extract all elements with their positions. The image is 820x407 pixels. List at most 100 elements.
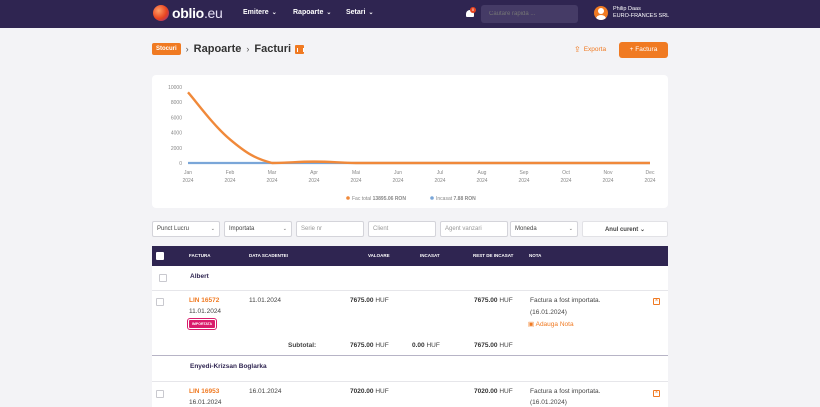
x-tick-label: Apr — [310, 170, 318, 176]
x-tick-label: Dec — [646, 170, 655, 176]
note-date: (16.01.2024) — [530, 309, 567, 316]
x-tick-label: Aug — [478, 170, 487, 176]
menu-rapoarte[interactable]: Rapoarte ⌄ — [293, 9, 332, 16]
invoice-number[interactable]: LIN 16953 — [189, 388, 220, 395]
invoice-date: 11.01.2024 — [189, 308, 222, 315]
row-checkbox[interactable] — [156, 298, 164, 306]
filters-bar: Punct Lucru ⌄ Importata ⌄ Serie nr Client … — [152, 221, 668, 237]
subtotal-value: 7675.00 HUF — [350, 342, 389, 349]
x-tick-label: 2024 — [518, 178, 529, 184]
y-tick-label: 0 — [179, 161, 182, 167]
rest-cell: 7675.00 HUF — [474, 297, 513, 304]
subtotal-rest: 7675.00 HUF — [474, 342, 513, 349]
chart-card: 0 2000 4000 6000 8000 10000 Jan 2024 Feb 2024 Mar… — [152, 75, 668, 208]
note-icon: ▣ — [528, 321, 535, 328]
x-tick-label: 2024 — [182, 178, 193, 184]
table-body: Albert LIN 16572 11.01.2024 IMPORTATA 11… — [152, 266, 668, 407]
chevron-right-icon: › — [246, 44, 250, 54]
agent-input[interactable]: Agent vanzari — [440, 221, 508, 237]
due-date: 16.01.2024 — [249, 388, 282, 395]
x-tick-label: 2024 — [602, 178, 613, 184]
user-company: EURO-FRANCES SRL — [613, 13, 670, 19]
col-data-scadentei[interactable]: DATA SCADENTEI — [249, 253, 288, 258]
chevron-down-icon: ⌄ — [326, 10, 332, 16]
legend-marker — [346, 196, 350, 200]
group-checkbox[interactable] — [159, 274, 167, 282]
export-button[interactable]: ⇪ Exporta — [574, 45, 607, 54]
note-date: (16.01.2024) — [530, 399, 567, 406]
col-nota[interactable]: NOTA — [529, 253, 542, 258]
status-badge: IMPORTATA — [187, 318, 218, 330]
x-tick-label: Nov — [604, 170, 613, 176]
x-tick-label: 2024 — [644, 178, 655, 184]
delete-icon[interactable]: × — [653, 390, 660, 397]
search-input[interactable] — [481, 5, 578, 23]
notification-bell-icon[interactable]: 0 — [465, 7, 476, 19]
value-cell: 7675.00 HUF — [350, 297, 389, 304]
stocuri-tag[interactable]: Stocuri — [152, 43, 181, 55]
notification-badge: 0 — [470, 7, 476, 13]
x-tick-label: 2024 — [308, 178, 319, 184]
chevron-down-icon: ⌄ — [568, 226, 573, 232]
serie-input[interactable]: Serie nr — [296, 221, 364, 237]
invoice-number[interactable]: LIN 16572 — [189, 297, 220, 304]
moneda-select[interactable]: Moneda ⌄ — [510, 221, 578, 237]
col-valoare[interactable]: VALOARE — [368, 253, 390, 258]
col-rest[interactable]: REST DE INCASAT — [473, 253, 514, 258]
y-tick-label: 2000 — [171, 146, 182, 152]
chevron-down-icon: ⌄ — [271, 10, 277, 16]
due-date: 11.01.2024 — [249, 297, 282, 304]
subtotal-incasat: 0.00 HUF — [412, 342, 440, 349]
top-navbar: oblio.eu Emitere⌄ Rapoarte⌄ Setari⌄ 0 Ph… — [0, 0, 820, 28]
x-tick-label: Oct — [562, 170, 570, 176]
logo-suffix: .eu — [203, 5, 223, 21]
y-tick-label: 4000 — [171, 131, 182, 137]
y-tick-label: 8000 — [171, 100, 182, 106]
invoice-date: 16.01.2024 — [189, 399, 222, 406]
rest-cell: 7020.00 HUF — [474, 388, 513, 395]
delete-icon[interactable]: × — [653, 298, 660, 305]
legend-label: Fac total 13895.06 RON — [352, 196, 406, 202]
chart-toggle-icon[interactable] — [295, 44, 305, 54]
value-cell: 7020.00 HUF — [350, 388, 389, 395]
page-title: Facturi — [254, 43, 292, 55]
logo-mark-icon — [153, 5, 169, 21]
line-chart: 0 2000 4000 6000 8000 10000 Jan 2024 Feb 2024 Mar… — [168, 85, 656, 202]
group-client-name[interactable]: Enyedi-Krizsan Boglarka — [190, 363, 267, 370]
menu-setari[interactable]: Setari ⌄ — [346, 9, 374, 16]
user-menu[interactable]: Philip Daas EURO-FRANCES SRL — [594, 6, 669, 20]
client-input[interactable]: Client — [368, 221, 436, 237]
punct-lucru-select[interactable]: Punct Lucru ⌄ — [152, 221, 220, 237]
avatar-icon — [594, 6, 608, 20]
x-tick-label: Feb — [226, 170, 235, 176]
status-select[interactable]: Importata ⌄ — [224, 221, 292, 237]
x-tick-label: Jun — [394, 170, 402, 176]
logo[interactable]: oblio.eu — [153, 5, 223, 21]
col-factura[interactable]: FACTURA — [189, 253, 211, 258]
col-incasat[interactable]: INCASAT — [420, 253, 440, 258]
x-tick-label: 2024 — [434, 178, 445, 184]
x-tick-label: 2024 — [392, 178, 403, 184]
subtotal-label: Subtotal: — [288, 342, 317, 349]
chevron-down-icon: ⌄ — [639, 227, 646, 233]
breadcrumb-rapoarte[interactable]: Rapoarte — [193, 43, 242, 55]
x-tick-label: 2024 — [224, 178, 235, 184]
x-tick-label: 2024 — [476, 178, 487, 184]
select-all-checkbox[interactable] — [156, 252, 164, 260]
logo-text: oblio — [172, 5, 204, 21]
add-note-link[interactable]: ▣ Adauga Nota — [528, 321, 574, 328]
x-tick-label: 2024 — [266, 178, 277, 184]
x-tick-label: Mai — [352, 170, 360, 176]
breadcrumb: Stocuri › Rapoarte › Facturi — [152, 43, 305, 55]
perioada-select[interactable]: Anul curent ⌄ — [582, 221, 668, 237]
chevron-down-icon: ⌄ — [282, 226, 287, 232]
chevron-down-icon: ⌄ — [368, 10, 374, 16]
upload-icon: ⇪ — [574, 45, 581, 54]
row-checkbox[interactable] — [156, 390, 164, 398]
x-tick-label: 2024 — [560, 178, 571, 184]
group-client-name[interactable]: Albert — [190, 273, 209, 280]
x-tick-label: 2024 — [350, 178, 361, 184]
menu-emitere[interactable]: Emitere ⌄ — [243, 9, 277, 16]
add-invoice-button[interactable]: + Factura — [619, 42, 668, 58]
legend-marker — [430, 196, 434, 200]
